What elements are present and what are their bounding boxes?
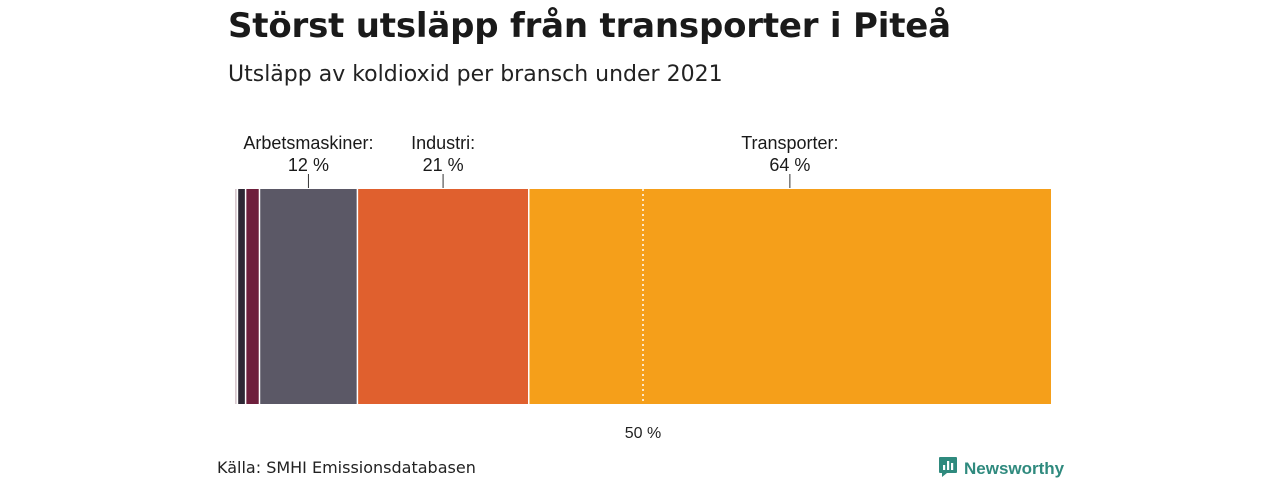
segment-label-5: Transporter:: [741, 133, 838, 153]
chart-title: Störst utsläpp från transporter i Piteå: [228, 6, 951, 46]
bar-segment-5: [528, 189, 1051, 404]
source-note: Källa: SMHI Emissionsdatabasen: [217, 458, 476, 477]
segment-value-label-5: 64 %: [769, 155, 810, 175]
bar-segment-3: [259, 189, 358, 404]
brand-name: Newsworthy: [964, 459, 1065, 478]
bar-segment-1: [237, 189, 246, 404]
chart-subtitle: Utsläpp av koldioxid per bransch under 2…: [228, 62, 723, 87]
bar-segment-2: [245, 189, 260, 404]
segment-label-4: Industri:: [411, 133, 475, 153]
reference-line-label: 50 %: [625, 425, 661, 442]
segment-value-label-4: 21 %: [423, 155, 464, 175]
segment-label-3: Arbetsmaskiner:: [243, 133, 373, 153]
segment-value-label-3: 12 %: [288, 155, 329, 175]
newsworthy-logo-icon: [938, 456, 958, 482]
bar-segment-4: [357, 189, 529, 404]
bar-segment-0: [235, 189, 238, 404]
brand-logo[interactable]: Newsworthy: [938, 456, 1064, 482]
